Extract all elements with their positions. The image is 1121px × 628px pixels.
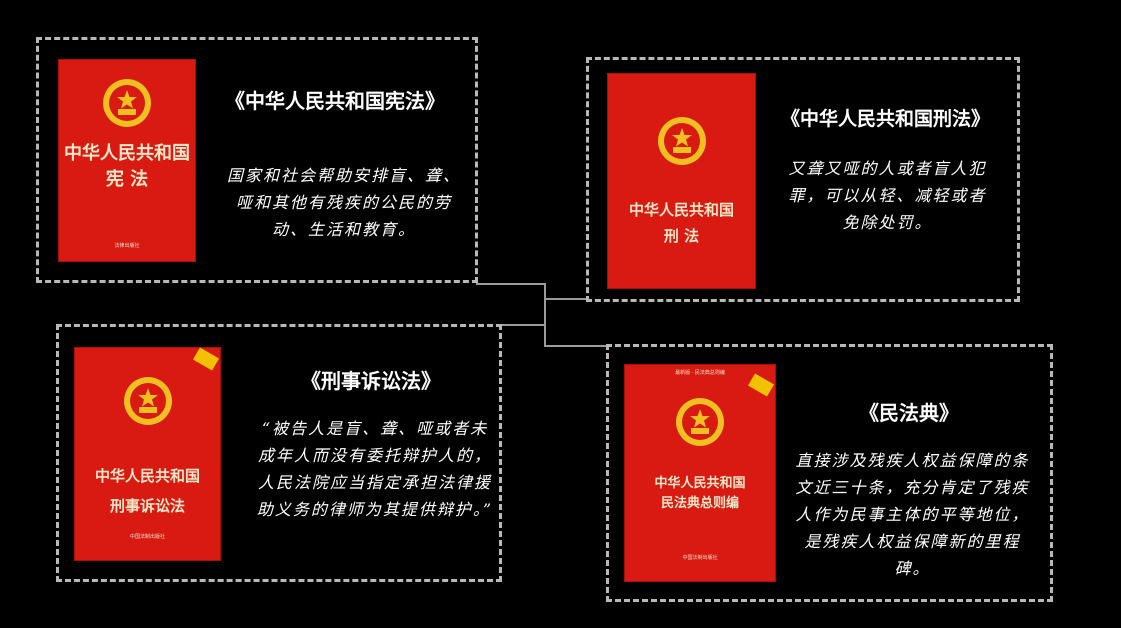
panel-criminal-law: 中华人民共和国 刑 法 《中华人民共和国刑法》 又聋又哑的人或者盲人犯罪，可以从…	[586, 57, 1020, 302]
book-title-line2: 宪 法	[105, 169, 149, 190]
panel-civil-code: 最新版 · 民法典总则编 中华人民共和国 民法典总则编 中国法制出版社 《民法典…	[606, 344, 1053, 602]
panel-body-text: “被告人是盲、聋、哑或者未成年人而没有委托辩护人的，人民法院应当指定承担法律援助…	[256, 419, 494, 519]
book-title-line2: 民法典总则编	[660, 496, 739, 511]
panel-constitution: 中华人民共和国 宪 法 法律出版社 《中华人民共和国宪法》 国家和社会帮助安排盲…	[36, 37, 478, 283]
edition-tag-icon	[747, 373, 775, 397]
book-title-line1: 中华人民共和国	[654, 476, 746, 491]
book-publisher: 法律出版社	[114, 243, 140, 249]
book-publisher: 中国法制出版社	[682, 555, 718, 561]
panel-body-text: 直接涉及残疾人权益保障的条文近三十条，充分肯定了残疾人作为民事主体的平等地位，是…	[795, 451, 1030, 578]
connector-line	[544, 298, 586, 300]
edition-tag-icon	[192, 347, 220, 371]
panel-title: 《中华人民共和国刑法》	[781, 108, 991, 130]
panel-title: 《民法典》	[859, 401, 959, 425]
book-title-line1: 中华人民共和国	[628, 201, 734, 219]
book-cover-constitution: 中华人民共和国 宪 法 法律出版社	[58, 59, 196, 262]
book-publisher: 中国法制出版社	[129, 534, 165, 540]
panel-title: 《中华人民共和国宪法》	[225, 89, 445, 113]
connector-line	[544, 283, 546, 347]
connector-line	[544, 345, 608, 347]
book-cover-civil-code: 最新版 · 民法典总则编 中华人民共和国 民法典总则编 中国法制出版社	[624, 364, 776, 582]
connector-line	[500, 324, 546, 326]
book-cover-criminal-law: 中华人民共和国 刑 法	[607, 73, 756, 289]
national-emblem-icon	[657, 117, 706, 165]
panel-title: 《刑事诉讼法》	[301, 369, 441, 393]
national-emblem-icon	[676, 398, 724, 446]
panel-body-text: 又聋又哑的人或者盲人犯罪，可以从轻、减轻或者免除处罚。	[788, 159, 987, 232]
connector-line	[476, 283, 546, 285]
book-title-line2: 刑 法	[663, 227, 700, 245]
panel-body-text: 国家和社会帮助安排盲、聋、哑和其他有残疾的公民的劳动、生活和教育。	[226, 166, 461, 239]
book-cover-criminal-procedure-law: 中华人民共和国 刑事诉讼法 中国法制出版社	[74, 347, 221, 561]
national-emblem-icon	[103, 79, 151, 127]
book-title-line1: 中华人民共和国	[94, 467, 200, 485]
book-title-line2: 刑事诉讼法	[109, 497, 185, 515]
national-emblem-icon	[123, 377, 172, 425]
panel-criminal-procedure-law: 中华人民共和国 刑事诉讼法 中国法制出版社 《刑事诉讼法》 “被告人是盲、聋、哑…	[56, 324, 502, 582]
book-title-line1: 中华人民共和国	[64, 143, 190, 164]
book-banner: 最新版 · 民法典总则编	[675, 370, 725, 376]
